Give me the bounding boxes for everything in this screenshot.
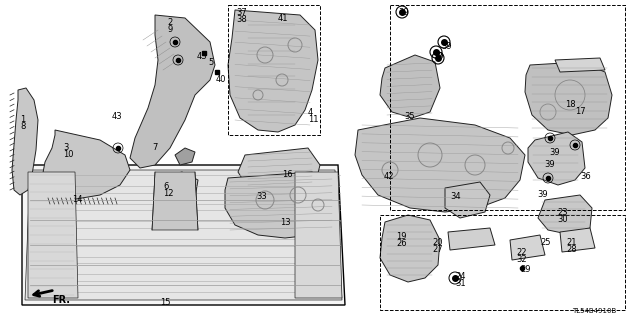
Text: 7: 7 [152, 143, 157, 152]
Text: 43: 43 [197, 52, 207, 61]
Text: 20: 20 [432, 238, 442, 247]
Text: 16: 16 [282, 170, 292, 179]
Text: 32: 32 [516, 255, 527, 264]
Text: 12: 12 [163, 189, 173, 198]
Text: 24: 24 [455, 272, 465, 281]
Polygon shape [380, 215, 440, 282]
Polygon shape [228, 10, 318, 132]
Text: 34: 34 [450, 192, 461, 201]
Polygon shape [528, 132, 585, 185]
Text: 3: 3 [63, 143, 68, 152]
Text: 41: 41 [278, 14, 289, 23]
Text: 29: 29 [520, 265, 531, 274]
Text: 8: 8 [20, 122, 26, 131]
Text: 39: 39 [544, 160, 555, 169]
Polygon shape [130, 15, 215, 168]
Text: 9: 9 [167, 25, 172, 34]
Text: 40: 40 [216, 75, 227, 84]
Polygon shape [538, 195, 592, 235]
Polygon shape [175, 148, 195, 165]
Polygon shape [380, 55, 440, 118]
Polygon shape [12, 88, 38, 195]
Polygon shape [445, 182, 490, 218]
Text: 15: 15 [160, 298, 170, 307]
Text: 38: 38 [236, 15, 247, 24]
Text: 36: 36 [580, 172, 591, 181]
Text: 35: 35 [404, 112, 415, 121]
Polygon shape [28, 172, 78, 298]
Polygon shape [448, 228, 495, 250]
Text: 42: 42 [384, 172, 394, 181]
Text: 33: 33 [256, 192, 267, 201]
Text: 2: 2 [167, 18, 172, 27]
Text: 27: 27 [432, 245, 443, 254]
Text: 5: 5 [208, 58, 213, 67]
Polygon shape [510, 235, 545, 260]
Text: 25: 25 [540, 238, 550, 247]
Text: 43: 43 [112, 112, 123, 121]
Text: 39: 39 [441, 42, 452, 51]
Text: 4: 4 [308, 108, 313, 117]
Polygon shape [555, 58, 605, 72]
Polygon shape [525, 62, 612, 135]
Text: 23: 23 [557, 208, 568, 217]
Text: 1: 1 [20, 115, 25, 124]
Text: 18: 18 [565, 100, 575, 109]
Text: 10: 10 [63, 150, 74, 159]
Text: 39: 39 [549, 148, 559, 157]
Text: 28: 28 [566, 245, 577, 254]
Polygon shape [22, 165, 345, 305]
Polygon shape [25, 170, 342, 300]
Text: 22: 22 [516, 248, 527, 257]
Polygon shape [355, 118, 525, 212]
Text: 13: 13 [280, 218, 291, 227]
Text: 14: 14 [72, 195, 83, 204]
Text: 39: 39 [537, 190, 548, 199]
Polygon shape [155, 172, 198, 202]
Text: 39: 39 [433, 52, 444, 61]
Text: FR.: FR. [52, 295, 70, 305]
Text: 39: 39 [398, 8, 408, 17]
Polygon shape [295, 172, 342, 298]
Text: 11: 11 [308, 115, 319, 124]
Text: 31: 31 [455, 279, 466, 288]
Text: 19: 19 [396, 232, 406, 241]
Text: 21: 21 [566, 238, 577, 247]
Polygon shape [225, 172, 338, 238]
Text: TL54B4910B: TL54B4910B [572, 308, 616, 314]
Text: 17: 17 [575, 107, 586, 116]
Polygon shape [152, 172, 198, 230]
Polygon shape [42, 130, 130, 200]
Text: 26: 26 [396, 239, 406, 248]
Text: 6: 6 [163, 182, 168, 191]
Polygon shape [238, 148, 320, 188]
Polygon shape [560, 228, 595, 252]
Text: 30: 30 [557, 215, 568, 224]
Text: 37: 37 [236, 8, 247, 17]
